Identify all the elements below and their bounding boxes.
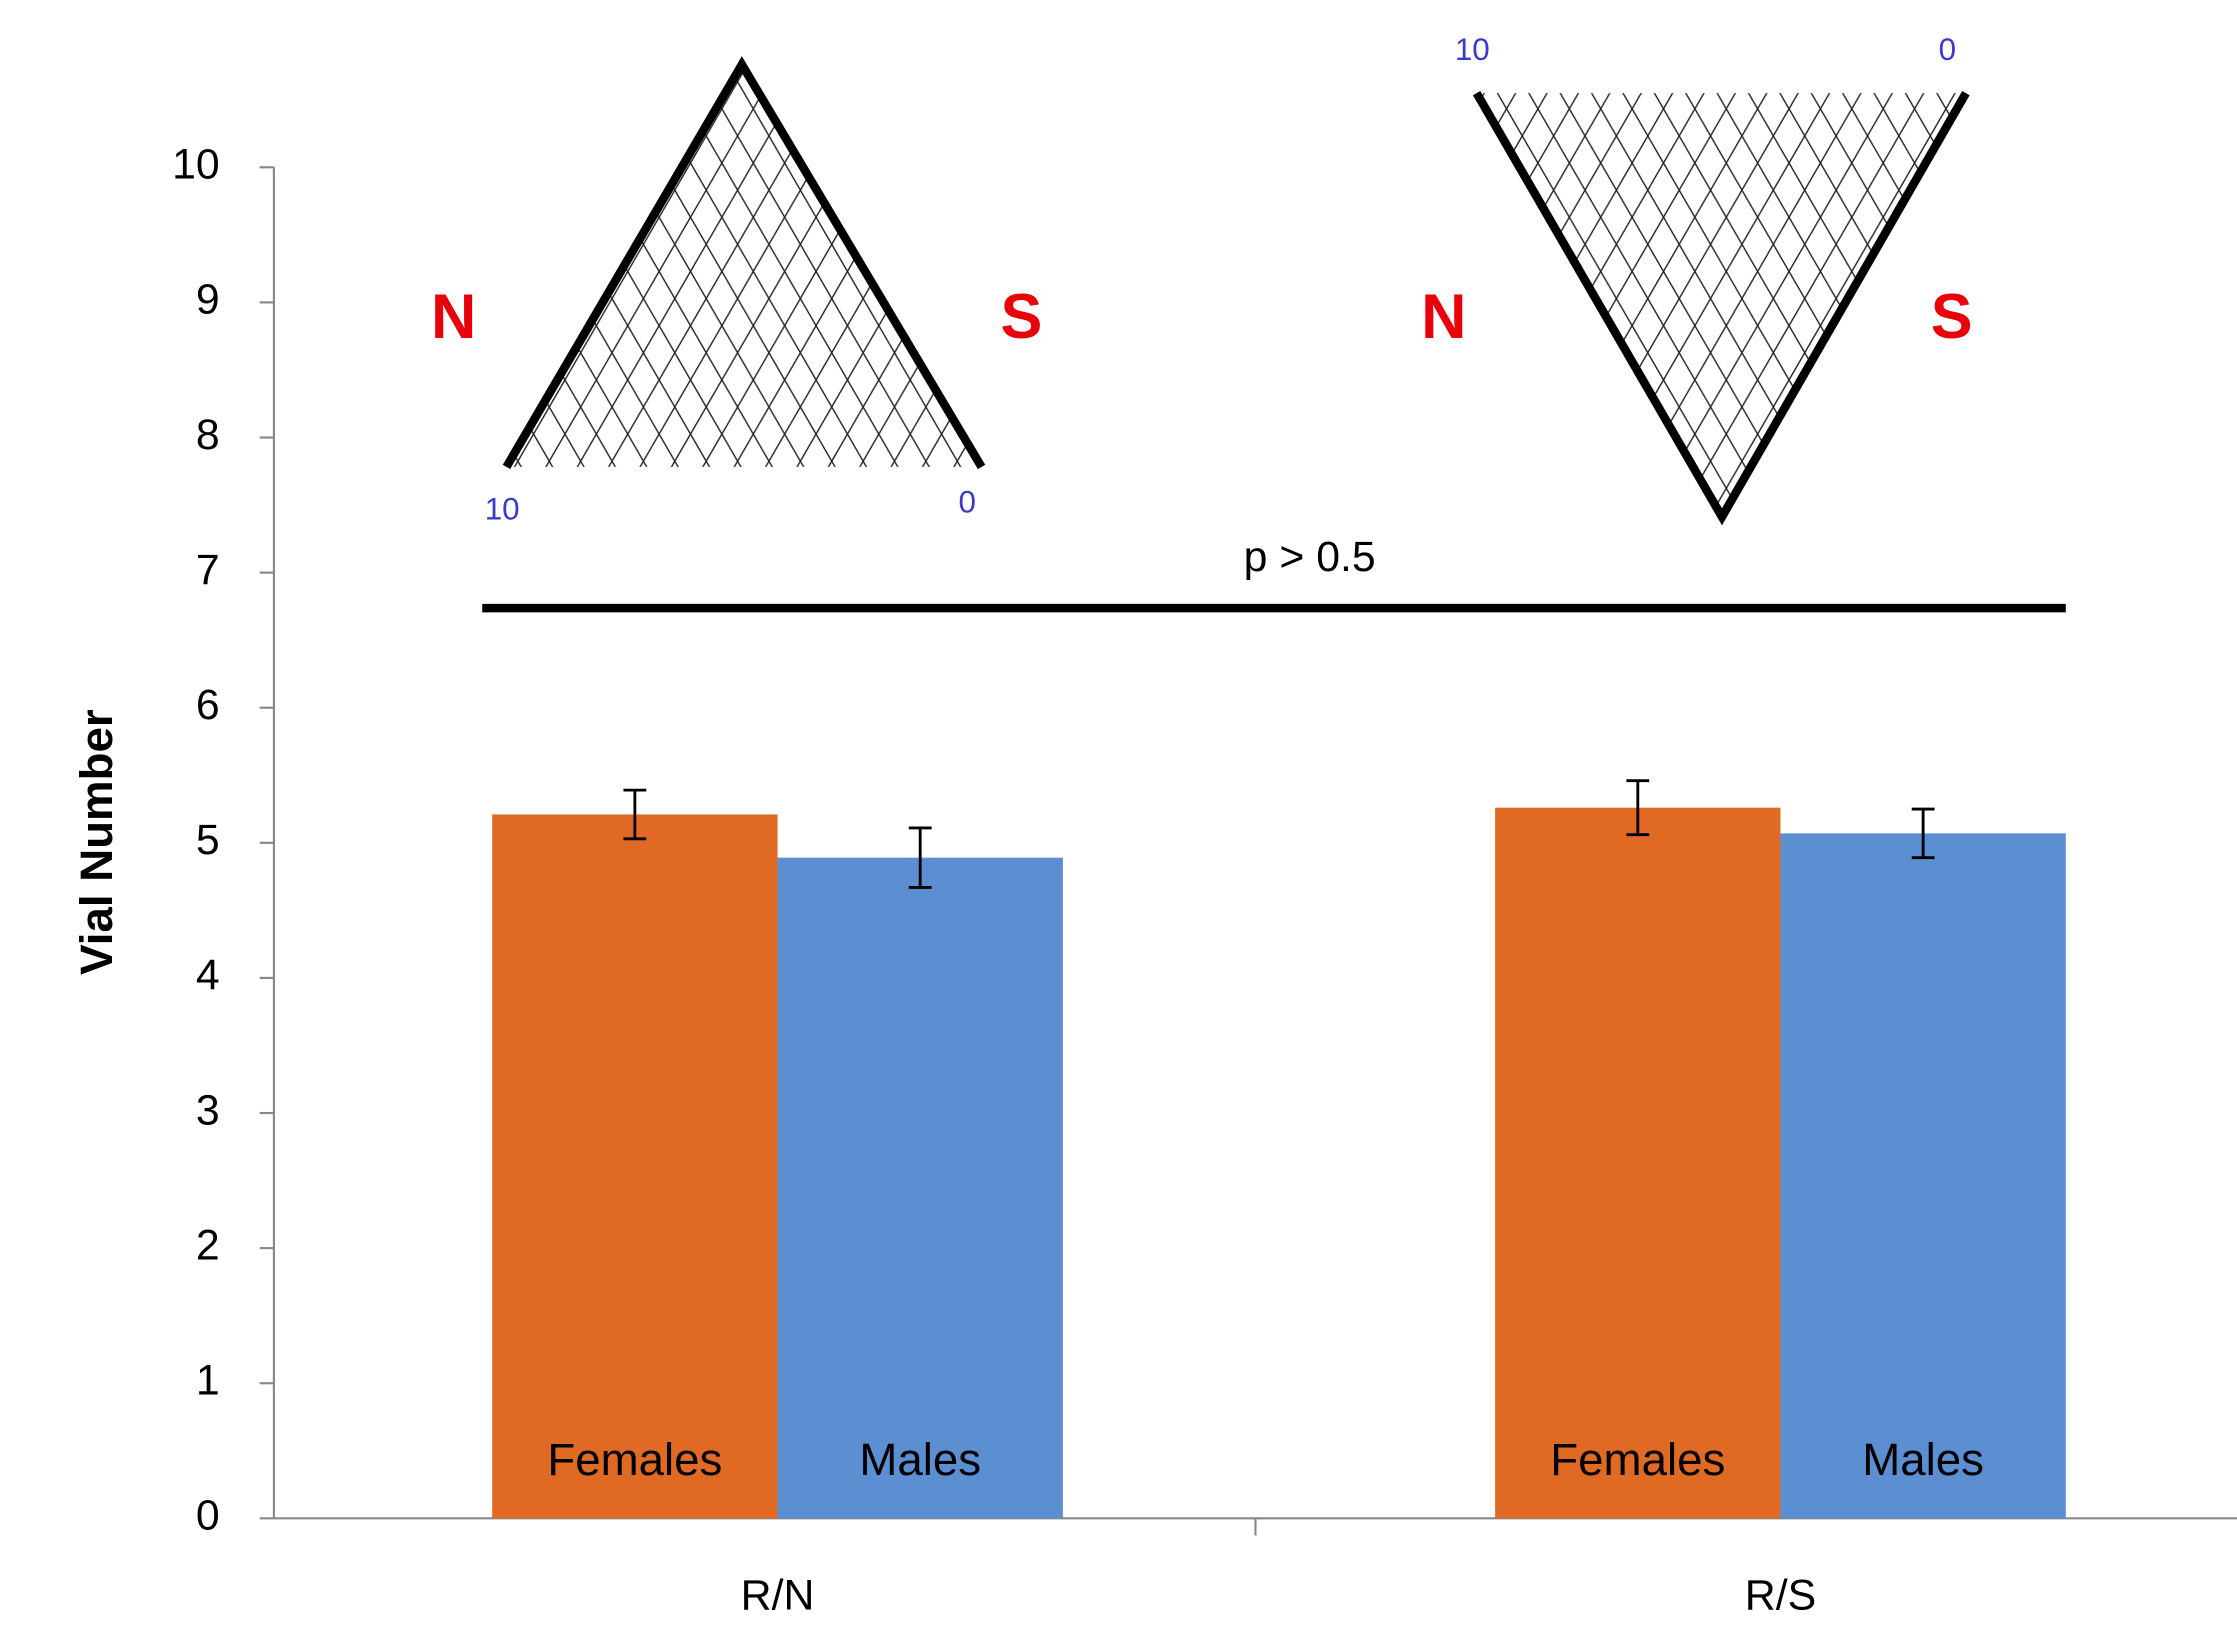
y-tick-label: 9 xyxy=(196,276,220,324)
y-axis-label: Vial Number xyxy=(71,709,122,975)
y-tick-label: 2 xyxy=(196,1221,220,1269)
bar xyxy=(1495,807,1781,1519)
diagram-end: 0 xyxy=(1939,32,1956,67)
bar xyxy=(777,857,1063,1519)
y-tick-label: 8 xyxy=(196,411,220,459)
diagram-end: 0 xyxy=(959,484,976,519)
diagram: N S 10 0 xyxy=(431,56,1043,526)
diagram: N S 10 0 xyxy=(1421,32,1973,526)
diagram-label: N xyxy=(1421,282,1466,352)
x-tick-label: R/N xyxy=(741,1572,815,1620)
diagram-end: 10 xyxy=(1455,32,1490,67)
error-bar xyxy=(908,826,932,889)
y-tick-label: 7 xyxy=(196,546,220,594)
y-tick-label: 6 xyxy=(196,681,220,729)
y-tick-label: 1 xyxy=(196,1357,220,1405)
x-tick-label: R/S xyxy=(1745,1572,1816,1620)
diagram-label: N xyxy=(431,282,476,352)
diagram-label: S xyxy=(1931,282,1973,352)
hatch-area xyxy=(1476,93,1966,517)
error-bar xyxy=(1911,807,1935,860)
bar xyxy=(492,814,778,1519)
bar-series-label: Females xyxy=(1550,1434,1725,1485)
bar-series-label: Males xyxy=(1862,1434,1984,1485)
diagram-outline xyxy=(1472,90,1970,526)
diagram-outline xyxy=(502,56,986,470)
bar-series-label: Males xyxy=(859,1434,981,1485)
bar-series-label: Females xyxy=(547,1434,722,1485)
y-tick-label: 0 xyxy=(196,1492,220,1540)
bar xyxy=(1780,833,2066,1519)
error-bar xyxy=(623,788,647,841)
diagram-label: S xyxy=(1001,282,1043,352)
significance-label: p > 0.5 xyxy=(1244,533,1376,581)
diagram-end: 10 xyxy=(485,491,520,526)
error-bar xyxy=(1626,779,1650,837)
y-tick-label: 5 xyxy=(196,816,220,864)
hatch-area xyxy=(506,64,982,467)
y-tick-label: 3 xyxy=(196,1086,220,1134)
y-tick-label: 4 xyxy=(196,951,220,999)
y-tick-label: 10 xyxy=(172,141,220,189)
